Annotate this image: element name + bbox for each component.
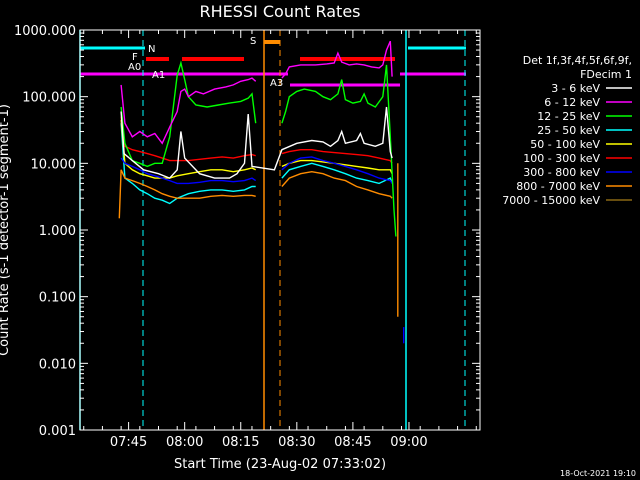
legend-label: 100 - 300 keV	[523, 152, 600, 165]
state-overlays	[79, 30, 466, 430]
x-axis-label: Start Time (23-Aug-02 07:33:02)	[174, 457, 386, 472]
annotation-n: N	[148, 44, 155, 55]
series-line-6-12-kev-seg0	[120, 77, 257, 145]
annotation-a3: A3	[270, 78, 283, 89]
x-tick-label: 07:45	[110, 435, 147, 450]
legend-label: 300 - 800 keV	[523, 166, 600, 179]
y-tick-label: 0.100	[39, 291, 76, 306]
legend-header-line2: FDecim 1	[580, 68, 632, 81]
x-tick-label: 09:00	[390, 435, 427, 450]
y-tick-label: 0.010	[39, 357, 76, 372]
x-tick-label: 08:15	[222, 435, 259, 450]
x-tick-label: 08:30	[278, 435, 315, 450]
legend-label: 50 - 100 keV	[530, 138, 600, 151]
annotation-a0: A0	[128, 62, 141, 73]
y-tick-label: 0.001	[39, 424, 76, 439]
annotation-s: S	[250, 36, 256, 47]
series-line-300-800-kev-seg0	[120, 157, 257, 185]
series-line-300-800-kev-seg1	[281, 156, 393, 184]
legend-label: 7000 - 15000 keV	[502, 194, 600, 207]
series-layer	[118, 40, 405, 344]
series-line-12-25-kev-seg0	[120, 60, 257, 168]
y-tick-label: 1.000	[39, 224, 76, 239]
legend-label: 12 - 25 keV	[537, 110, 600, 123]
y-axis-label: Count Rate (s-1 detector-1 segment-1)	[0, 104, 12, 356]
y-tick-label: 10.000	[31, 157, 77, 172]
series-line-50-100-kev-seg1	[281, 159, 393, 174]
series-line-6-12-kev-seg1	[281, 40, 393, 79]
x-axis: 07:45 08:00 08:15 08:30 08:45 09:00	[83, 30, 477, 450]
legend-header-line1: Det 1f,3f,4f,5f,6f,9f,	[523, 54, 632, 67]
legend-label: 25 - 50 keV	[537, 124, 600, 137]
series-line-800-7000-kev-seg1	[281, 170, 393, 199]
x-tick-label: 08:45	[334, 435, 371, 450]
annotation-f: F	[132, 52, 138, 63]
series-line-12-25-kev-seg1	[281, 64, 397, 237]
series-line-100-300-kev-seg0	[120, 116, 256, 162]
y-axis: 0.001 0.010 0.100 1.000 10.000 100.000 1000.00…	[14, 24, 480, 439]
legend: Det 1f,3f,4f,5f,6f,9f, FDecim 1 3 - 6 ke…	[502, 54, 632, 207]
chart-title: RHESSI Count Rates	[200, 2, 361, 21]
series-line-3-6-kev-seg0	[120, 106, 393, 179]
y-tick-label: 1000.000	[14, 24, 76, 39]
series-line-25-50-kev-seg1	[281, 162, 393, 185]
x-tick-label: 08:00	[166, 435, 203, 450]
y-tick-label: 100.000	[22, 91, 76, 106]
legend-label: 3 - 6 keV	[551, 82, 600, 95]
series-line-50-100-kev-seg0	[120, 119, 257, 179]
legend-label: 6 - 12 keV	[544, 96, 600, 109]
series-line-100-300-kev-seg1	[281, 148, 393, 164]
footer-date: 18-Oct-2021 19:10	[560, 469, 636, 478]
legend-label: 800 - 7000 keV	[516, 180, 600, 193]
series-line-800-7000-kev-seg0	[118, 169, 256, 219]
annotation-a1: A1	[152, 70, 165, 81]
